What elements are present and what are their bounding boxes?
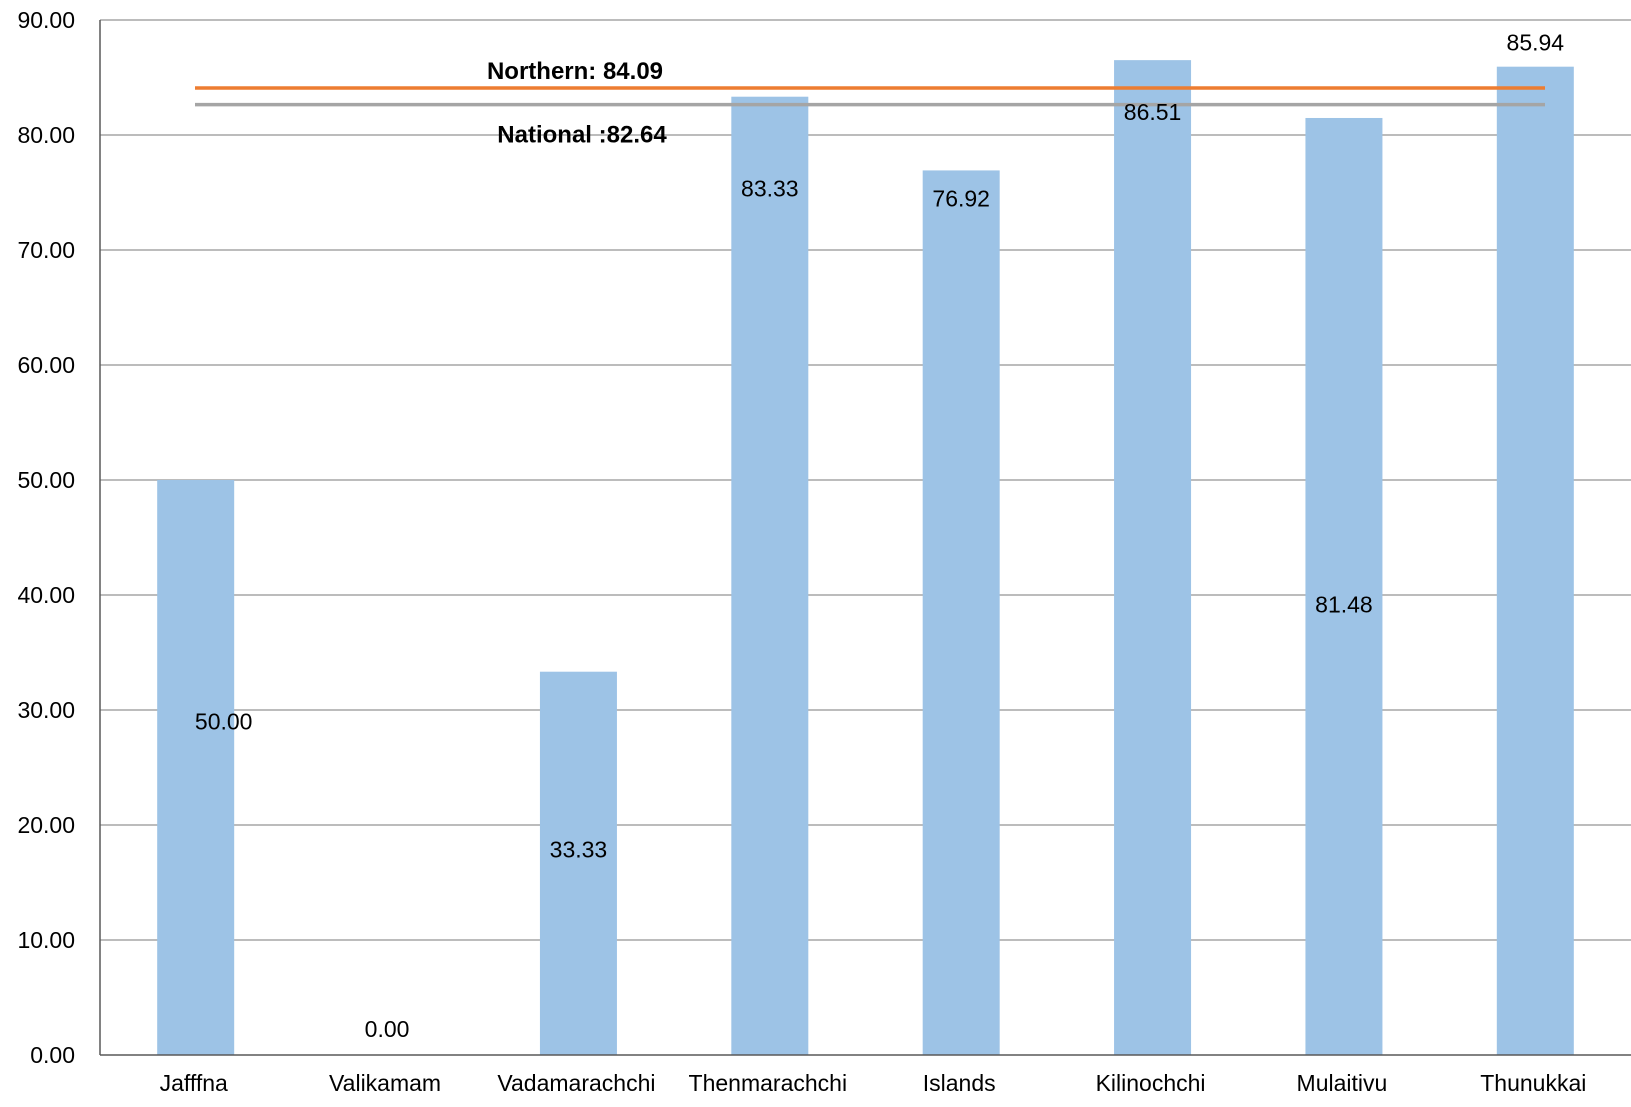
bar	[1305, 117, 1383, 1056]
x-category-label: Islands	[923, 1070, 996, 1096]
axis-layer: 0.00 10.00 20.00 30.00 40.00 50.00 60.00 70.00 8…	[17, 7, 1631, 1068]
y-tick-label: 50.00	[17, 467, 75, 493]
reference-line-label: Northern: 84.09	[487, 58, 663, 85]
bar	[731, 96, 809, 1055]
data-label: 85.94	[1507, 30, 1565, 56]
y-tick-label: 0.00	[30, 1042, 75, 1068]
y-tick-label: 10.00	[17, 927, 75, 953]
data-label: 83.33	[741, 176, 799, 202]
data-label: 33.33	[550, 836, 608, 862]
x-category-label: Thunukkai	[1480, 1070, 1586, 1096]
y-tick-label: 30.00	[17, 697, 75, 723]
y-tick-label: 70.00	[17, 237, 75, 263]
bar	[539, 671, 617, 1055]
bar	[922, 170, 1000, 1056]
grid-layer	[100, 19, 1631, 941]
data-label: 76.92	[932, 185, 990, 211]
data-label: 86.51	[1124, 99, 1182, 125]
x-category-label: Jafffna	[160, 1070, 228, 1096]
y-tick-label: 20.00	[17, 812, 75, 838]
x-category-label: Mulaitivu	[1297, 1070, 1388, 1096]
x-category-label: Valikamam	[329, 1070, 441, 1096]
reference-lines-layer	[195, 86, 1545, 107]
reference-line-label: National :82.64	[497, 122, 667, 149]
x-category-label: Vadamarachchi	[497, 1070, 655, 1096]
y-tick-label: 40.00	[17, 582, 75, 608]
y-tick-label: 60.00	[17, 352, 75, 378]
y-tick-label: 80.00	[17, 122, 75, 148]
x-category-label: Thenmarachchi	[689, 1070, 848, 1096]
bar	[1114, 60, 1192, 1055]
bar	[157, 480, 235, 1055]
y-tick-label: 90.00	[17, 7, 75, 33]
bar-layer	[157, 60, 1574, 1056]
bar	[1496, 66, 1574, 1055]
data-label: 50.00	[195, 709, 253, 735]
data-label: 81.48	[1315, 591, 1373, 617]
label-layer: Jafffna 50.00 Valikamam 0.00 Vadamarachchi 33…	[160, 30, 1587, 1096]
x-category-label: Kilinochchi	[1096, 1070, 1206, 1096]
data-label: 0.00	[365, 1016, 410, 1042]
